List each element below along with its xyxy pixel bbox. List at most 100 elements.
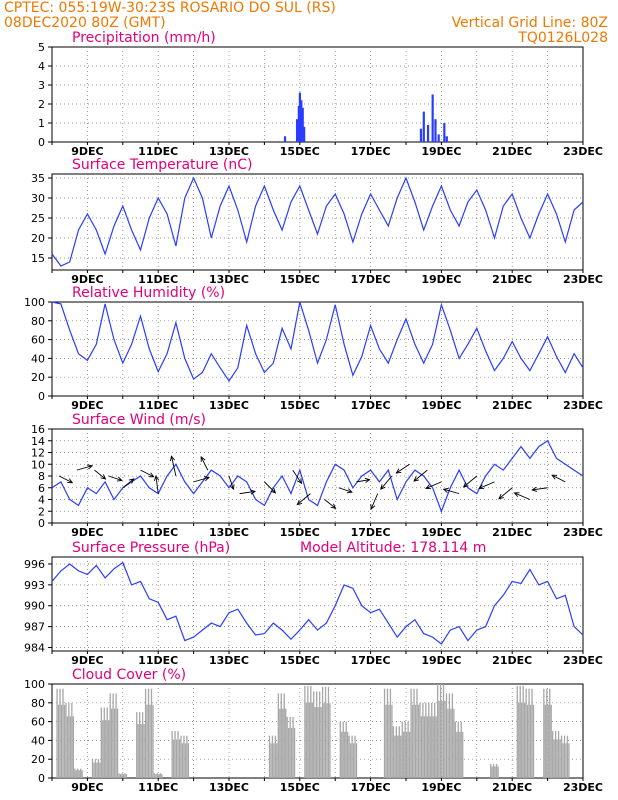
cloud-cover-ytick-label: 20 — [31, 753, 45, 766]
cloud-cover-bar — [310, 685, 312, 778]
cloud-cover-bar — [524, 702, 526, 778]
cloud-cover-bar — [111, 708, 113, 778]
cloud-cover-bar — [417, 704, 420, 778]
cloud-cover-bar — [59, 688, 61, 778]
cloud-cover-bar — [423, 716, 426, 778]
temperature-title: Surface Temperature (nC) — [72, 157, 253, 173]
cloud-cover-bar — [115, 693, 117, 778]
cloud-cover-bar — [323, 703, 325, 778]
cloud-cover-bar — [152, 704, 154, 778]
cloud-cover-bar — [403, 731, 405, 778]
cloud-cover-bar — [342, 721, 344, 778]
temperature-xtick-label: 15DEC — [280, 273, 320, 286]
cloud-cover-bar — [497, 766, 499, 778]
cloud-cover-bar — [57, 704, 60, 778]
cloud-cover-bar — [560, 735, 563, 778]
cloud-cover-xtick-label: 19DEC — [421, 781, 461, 794]
cloud-cover-bar — [425, 702, 427, 778]
cloud-cover-xtick-label: 13DEC — [209, 781, 249, 794]
wind-arrow — [463, 475, 478, 488]
wind-arrow — [76, 465, 93, 471]
humidity-title: Relative Humidity (%) — [72, 285, 225, 301]
wind-arrow-head — [330, 503, 337, 509]
wind-arrow — [478, 481, 495, 489]
wind-ytick-label: 14 — [31, 435, 45, 448]
humidity-line — [51, 301, 584, 383]
wind-arrow — [551, 474, 566, 483]
cloud-cover-bar — [172, 739, 175, 778]
wind-arrow-head — [169, 455, 175, 462]
cloud-cover-bar — [171, 731, 173, 778]
precipitation-title: Precipitation (mm/h) — [72, 30, 216, 46]
temperature-frame — [51, 173, 584, 271]
wind-xtick-label: 13DEC — [209, 526, 249, 539]
cloud-cover-bar — [66, 716, 69, 778]
cloud-cover-bar — [344, 731, 346, 778]
cloud-cover-bar — [268, 735, 271, 778]
precipitation-xtick-label: 15DEC — [280, 145, 320, 158]
humidity-xtick-label: 15DEC — [280, 399, 320, 412]
cloud-cover-bar — [407, 721, 409, 778]
cloud-cover-bar — [158, 774, 160, 778]
wind-ytick-label: 6 — [38, 482, 45, 495]
cloud-cover-bar — [119, 774, 122, 778]
cloud-cover-bar — [108, 720, 110, 778]
cloud-cover-bar — [280, 693, 282, 778]
pressure-xtick-label: 19DEC — [421, 654, 461, 667]
temperature-ytick-label: 25 — [31, 212, 45, 225]
cloud-cover-bar — [556, 739, 558, 778]
cloud-cover-bar — [313, 691, 315, 778]
cloud-cover-bar — [159, 773, 162, 778]
precipitation-bar — [431, 94, 434, 142]
cloud-cover-bar — [56, 688, 58, 778]
cloud-cover-bar — [532, 704, 535, 778]
cloud-cover-bar — [438, 700, 440, 778]
wind-arrow — [338, 487, 353, 493]
cloud-cover-bar — [385, 704, 387, 778]
cloud-cover-bar — [395, 726, 398, 778]
wind-arrow-head — [364, 477, 371, 483]
wind-arrow — [370, 493, 379, 510]
cloud-cover-bar — [140, 724, 142, 778]
wind-arrow — [532, 487, 548, 491]
cloud-cover-bar — [411, 704, 414, 778]
cloud-cover-bar — [428, 702, 430, 778]
cloud-cover-bar — [103, 707, 105, 778]
cloud-cover-ytick-label: 60 — [31, 716, 45, 729]
temperature-xtick-label: 11DEC — [138, 273, 178, 286]
cloud-cover-bar — [178, 739, 181, 778]
wind-xtick-label: 11DEC — [138, 526, 178, 539]
cloud-cover-bar — [71, 702, 73, 778]
cloud-cover-bar — [124, 773, 126, 778]
cloud-cover-bar — [388, 704, 390, 778]
pressure-ytick-label: 990 — [24, 600, 45, 613]
cloud-cover-bar — [184, 743, 187, 778]
pressure-line — [51, 561, 584, 645]
wind-arrow-head — [425, 484, 432, 490]
header-grid-line: Vertical Grid Line: 80Z — [452, 15, 608, 31]
cloud-cover-bar — [314, 707, 316, 778]
humidity-ytick-label: 0 — [38, 390, 45, 403]
cloud-cover-bar — [450, 708, 452, 778]
cloud-cover-bar — [416, 688, 418, 778]
cloud-cover-bar — [270, 743, 272, 778]
wind-arrow — [356, 479, 370, 483]
cloud-cover-bar — [529, 704, 532, 778]
cloud-cover-bar — [146, 704, 148, 778]
cloud-cover-bar — [93, 762, 95, 778]
wind-arrow-head — [413, 476, 420, 482]
cloud-cover-bar — [91, 759, 94, 778]
humidity-ytick-label: 100 — [24, 296, 45, 309]
cloud-cover-bar — [404, 721, 406, 778]
precipitation-bar — [301, 107, 304, 142]
wind-arrow — [155, 475, 159, 494]
wind-arrow — [396, 463, 410, 474]
humidity-xtick-label: 21DEC — [492, 399, 532, 412]
cloud-cover-bar — [62, 688, 64, 778]
cloud-cover-bar — [562, 743, 564, 778]
cloud-cover-bar — [327, 686, 330, 778]
cloud-cover-bar — [546, 688, 548, 778]
cloud-cover-bar — [81, 770, 83, 778]
humidity-xtick-label: 9DEC — [71, 399, 103, 412]
